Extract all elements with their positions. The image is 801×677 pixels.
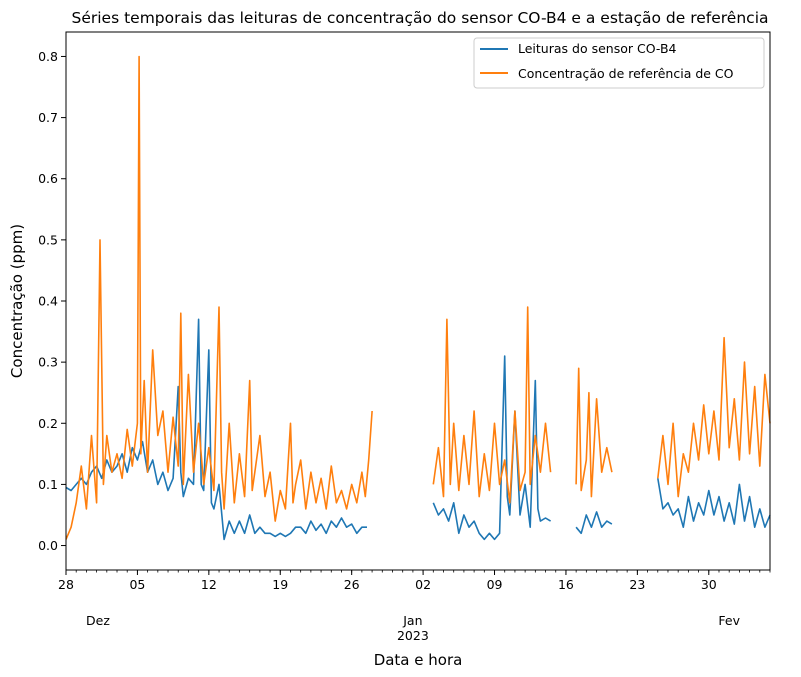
x-month-label: Dez bbox=[86, 613, 110, 628]
y-axis-label: Concentração (ppm) bbox=[8, 224, 26, 378]
y-axis: 0.0 0.1 0.2 0.3 0.4 0.5 0.6 0.7 0.8 bbox=[38, 49, 66, 553]
legend-label-sensor: Leituras do sensor CO-B4 bbox=[518, 41, 677, 56]
x-tick-label: 09 bbox=[487, 577, 503, 592]
y-tick-label: 0.2 bbox=[38, 416, 58, 431]
y-tick-label: 0.4 bbox=[38, 294, 58, 309]
x-axis: 28 05 12 19 26 02 09 16 23 30 Dez Jan Fev 2023 bbox=[58, 570, 771, 643]
x-tick-label: 30 bbox=[701, 577, 717, 592]
y-tick-label: 0.1 bbox=[38, 477, 58, 492]
y-tick-label: 0.0 bbox=[38, 538, 58, 553]
x-tick-label: 05 bbox=[129, 577, 145, 592]
series-line-reference bbox=[575, 367, 613, 498]
plot-area bbox=[65, 31, 771, 571]
series-line-sensor bbox=[657, 478, 771, 528]
series-line-reference bbox=[432, 306, 552, 504]
x-year-label: 2023 bbox=[397, 628, 429, 643]
x-tick-label: 23 bbox=[629, 577, 645, 592]
legend-box bbox=[473, 37, 765, 89]
y-tick-label: 0.7 bbox=[38, 110, 58, 125]
x-tick-label: 26 bbox=[344, 577, 360, 592]
x-tick-label: 19 bbox=[272, 577, 288, 592]
series-line-sensor bbox=[65, 318, 367, 541]
x-tick-label: 28 bbox=[58, 577, 74, 592]
y-tick-label: 0.5 bbox=[38, 232, 58, 247]
x-month-label: Jan bbox=[402, 613, 422, 628]
y-tick-label: 0.3 bbox=[38, 355, 58, 370]
legend-label-reference: Concentração de referência de CO bbox=[518, 66, 734, 81]
series-layer bbox=[65, 55, 771, 541]
y-tick-label: 0.8 bbox=[38, 49, 58, 64]
y-tick-label: 0.6 bbox=[38, 171, 58, 186]
legend: Leituras do sensor CO-B4 Concentração de… bbox=[473, 37, 765, 89]
x-tick-label: 02 bbox=[415, 577, 431, 592]
series-line-sensor bbox=[432, 355, 552, 541]
series-line-sensor bbox=[575, 511, 613, 535]
x-axis-label: Data e hora bbox=[374, 651, 463, 669]
series-line-reference bbox=[65, 55, 373, 540]
x-tick-label: 16 bbox=[558, 577, 574, 592]
series-line-reference bbox=[657, 336, 771, 498]
chart-title: Séries temporais das leituras de concent… bbox=[71, 9, 768, 27]
x-tick-label: 12 bbox=[201, 577, 217, 592]
plot-frame bbox=[65, 31, 771, 571]
x-month-label: Fev bbox=[718, 613, 740, 628]
